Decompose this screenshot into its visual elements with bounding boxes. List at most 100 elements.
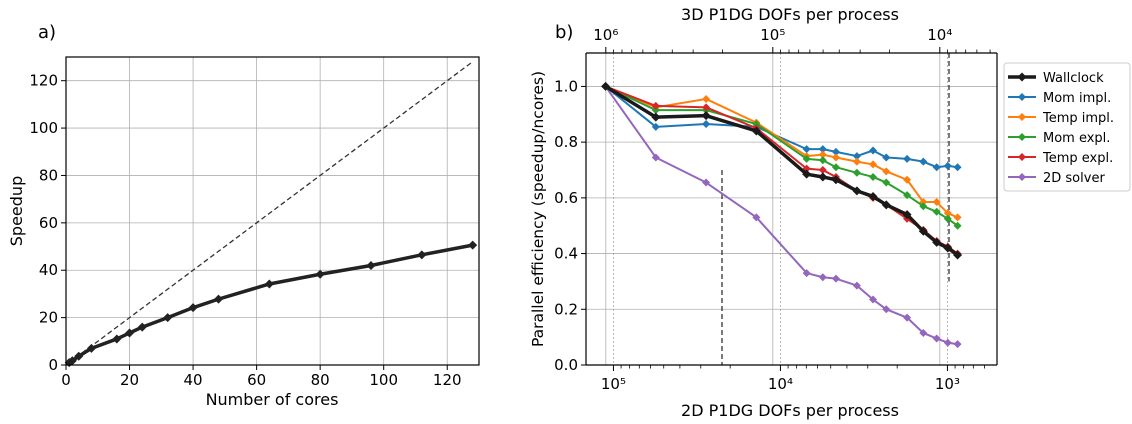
series-point [702,178,711,187]
legend-marker [1018,153,1026,161]
panel-b-x-axis-label: 2D P1DG DOFs per process [681,401,899,420]
panel-b-label: b) [555,22,573,43]
y-tick-label: 0.0 [554,356,578,374]
x-tick-label: 10⁵ [601,375,626,393]
series-point [881,200,891,210]
series-point [831,274,840,283]
panel-a-series [64,61,478,368]
y-tick-label: 0.8 [554,133,578,151]
speedup-point [468,240,478,250]
y-tick-label: 120 [29,72,58,90]
series-point [831,153,840,162]
y-tick-label: 1.0 [554,77,578,95]
speedup-point [112,334,122,344]
panel-a-label: a) [38,22,56,43]
speedup-point [264,279,274,289]
top-x-tick-label: 10⁵ [760,26,785,44]
series-point [868,191,878,201]
panel-b-ticks: 0.0 0.2 0.4 0.6 0.8 1.0 10⁵ 10⁴ 10³ 10⁶ 10⁵ 10⁴ [554,26,991,393]
panel-a-x-axis-label: Number of cores [206,390,339,409]
top-x-tick-label: 10⁶ [593,26,618,44]
series-point [651,122,660,131]
series-point [831,163,840,172]
speedup-point [213,294,223,304]
series-point [869,160,878,169]
legend-marker [1018,173,1026,181]
legend-marker [1018,93,1026,101]
series-point [651,101,660,110]
y-tick-label: 0.2 [554,300,578,318]
series-point [882,153,891,162]
series-point [919,328,928,337]
y-tick-label: 0.6 [554,189,578,207]
series-point [869,295,878,304]
series-point [651,112,661,122]
x-tick-label: 60 [247,371,266,389]
y-tick-label: 0.4 [554,245,578,263]
speedup-point [366,260,376,270]
panel-b-series [601,81,963,349]
series-point [751,126,761,136]
panel-b-legend: Wallclock Mom impl. Temp impl. Mom expl. Tem… [1003,62,1131,192]
panel-b-grid [586,53,997,366]
x-tick-label: 80 [311,371,330,389]
series-point [869,172,878,181]
x-tick-label: 0 [61,371,71,389]
x-tick-label: 100 [369,371,398,389]
speedup-point [163,313,173,323]
series-point [831,147,840,156]
series-point [932,334,941,343]
series-point [932,163,941,172]
speedup-point [125,328,135,338]
series-point [953,340,962,349]
series-point [802,269,811,278]
series-point [651,106,660,115]
series-point [818,145,827,154]
panel-a-speedup-chart: a) 0 20 40 60 80 100 120 0 20 40 60 80 100 120 Number… [7,22,480,409]
series-point [702,103,711,112]
series-point [818,273,827,282]
series-point [953,221,962,230]
x-tick-label: 20 [120,371,139,389]
y-tick-label: 0 [48,356,58,374]
series-point [818,156,827,165]
series-point [601,81,611,91]
y-tick-label: 20 [39,309,58,327]
series-point [852,157,861,166]
series-point [831,175,841,185]
series-point [882,305,891,314]
panel-a-y-axis-label: Speedup [7,176,26,246]
series-point [752,213,761,222]
speedup-point [74,351,84,361]
series-point [943,209,952,218]
series-point [701,111,711,121]
series-point [932,237,942,247]
ideal-speedup-line [68,61,474,364]
series-point [919,157,928,166]
legend-marker [1017,72,1027,82]
series-point [651,153,660,162]
panel-b-top-x-axis-label: 3D P1DG DOFs per process [681,5,899,24]
series-point [818,172,828,182]
series-point [852,152,861,161]
legend-label: Mom impl. [1043,91,1111,106]
series-point [943,338,952,347]
series-point [932,198,941,207]
series-point [953,213,962,222]
series-point [818,150,827,159]
speedup-point [67,356,77,366]
series-point [702,120,711,129]
series-point [852,168,861,177]
panel-a-ticks: 0 20 40 60 80 100 120 0 20 40 60 80 100 120 [29,72,461,389]
series-point [903,175,912,184]
series-point [802,169,812,179]
series-point [919,202,928,211]
speedup-point [188,303,198,313]
series-point [852,186,862,196]
series-point [953,163,962,172]
legend-frame [1003,62,1131,192]
x-tick-label: 10⁴ [768,375,793,393]
legend-label: Mom expl. [1043,131,1110,146]
legend-label: Wallclock [1043,71,1104,86]
